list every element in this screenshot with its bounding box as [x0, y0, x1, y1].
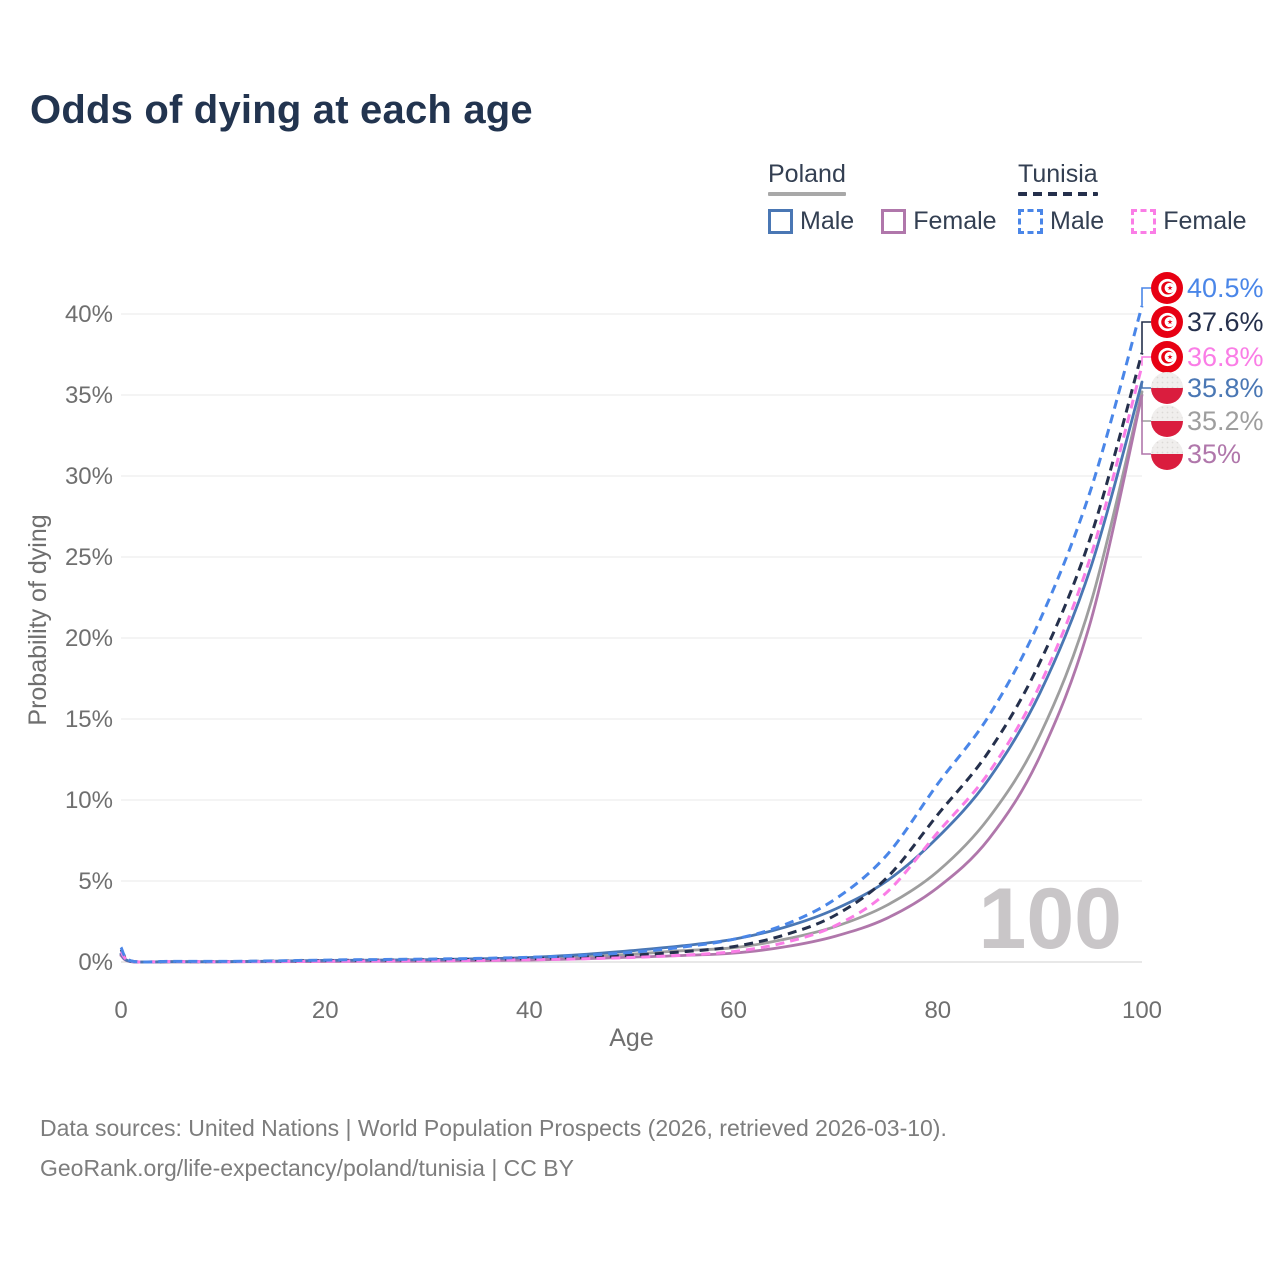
y-tick-label: 20%	[65, 625, 113, 652]
poland-flag-icon	[1151, 438, 1183, 470]
poland-female-swatch-icon	[881, 209, 907, 234]
y-tick-label: 30%	[65, 463, 113, 490]
footer-sources: Data sources: United Nations | World Pop…	[40, 1115, 947, 1141]
legend-item-label: Male	[800, 207, 855, 235]
legend-item-label: Female	[913, 207, 997, 235]
end-value-label: 35%	[1187, 439, 1241, 469]
end-label-connector	[1141, 395, 1151, 455]
legend-item-label: Male	[1050, 207, 1105, 235]
tunisia-flag-icon	[1151, 341, 1183, 373]
x-tick-label: 80	[924, 997, 951, 1024]
legend-group-poland: Poland Male Female	[768, 160, 997, 236]
series-line-tunisia-male[interactable]	[119, 305, 1144, 964]
end-label-connector	[1141, 287, 1151, 306]
tunisia-female-swatch-icon	[1131, 209, 1157, 234]
legend-item-tunisia-male[interactable]: Male	[1018, 207, 1104, 236]
tunisia-flag-icon	[1151, 272, 1183, 304]
x-axis-title: Age	[609, 1024, 653, 1052]
poland-linestyle-swatch-icon	[768, 192, 846, 196]
y-tick-label: 5%	[78, 868, 113, 895]
y-axis-title: Probability of dying	[24, 514, 52, 725]
legend-item-tunisia-female[interactable]: Female	[1131, 207, 1247, 236]
y-tick-label: 15%	[65, 706, 113, 733]
end-label-connector	[1141, 382, 1151, 389]
legend-item-label: Female	[1163, 207, 1247, 235]
end-value-label: 37.6%	[1187, 307, 1264, 337]
end-value-label: 35.8%	[1187, 373, 1264, 403]
end-label-connector	[1141, 391, 1151, 422]
poland-flag-icon	[1151, 372, 1183, 404]
end-label-connector	[1141, 356, 1151, 366]
y-tick-label: 10%	[65, 787, 113, 814]
y-tick-label: 40%	[65, 301, 113, 328]
end-label-connector	[1141, 321, 1151, 353]
x-tick-label: 100	[1122, 997, 1162, 1024]
tunisia-flag-icon	[1151, 306, 1183, 338]
y-tick-label: 35%	[65, 382, 113, 409]
legend-country-tunisia-label: Tunisia	[1018, 160, 1098, 188]
chart-footer: Data sources: United Nations | World Pop…	[40, 1108, 947, 1188]
x-tick-label: 60	[720, 997, 747, 1024]
tunisia-male-swatch-icon	[1018, 209, 1043, 234]
legend-country-poland-label: Poland	[768, 160, 846, 188]
legend-country-tunisia[interactable]: Tunisia	[1018, 160, 1098, 196]
poland-flag-icon	[1151, 405, 1183, 437]
x-tick-label: 40	[516, 997, 543, 1024]
page-title: Odds of dying at each age	[30, 88, 533, 132]
tunisia-linestyle-swatch-icon	[1018, 192, 1098, 196]
legend-item-poland-male[interactable]: Male	[768, 207, 854, 236]
legend-country-poland[interactable]: Poland	[768, 160, 846, 196]
age-indicator-watermark: 100	[979, 871, 1123, 967]
end-value-label: 36.8%	[1187, 342, 1264, 372]
legend-group-tunisia: Tunisia Male Female	[1018, 160, 1247, 236]
x-tick-label: 0	[114, 997, 127, 1024]
y-tick-label: 25%	[65, 544, 113, 571]
end-value-label: 35.2%	[1187, 406, 1264, 436]
y-tick-label: 0%	[78, 949, 113, 976]
series-line-tunisia-female[interactable]	[119, 365, 1144, 964]
x-tick-label: 20	[312, 997, 339, 1024]
footer-attribution: GeoRank.org/life-expectancy/poland/tunis…	[40, 1155, 574, 1181]
end-value-label: 40.5%	[1187, 273, 1264, 303]
legend-item-poland-female[interactable]: Female	[881, 207, 997, 236]
poland-male-swatch-icon	[768, 209, 793, 234]
